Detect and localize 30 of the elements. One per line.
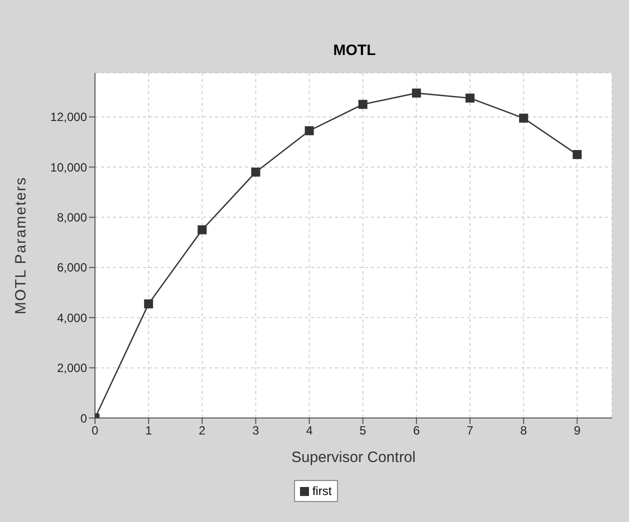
- point: [466, 94, 475, 103]
- x-tick-label: 9: [574, 424, 581, 438]
- point: [251, 168, 260, 177]
- point: [358, 100, 368, 109]
- y-tick-label: 0: [80, 411, 88, 426]
- point: [304, 126, 314, 136]
- y-tick-label: 4,000: [56, 310, 88, 325]
- point: [412, 88, 421, 98]
- x-tick-label: 3: [252, 424, 260, 438]
- x-axis-title: Supervisor Control: [291, 449, 416, 466]
- y-tick-label: 10,000: [50, 160, 88, 174]
- chart-title: MOTL: [332, 42, 377, 59]
- legend-label: first: [312, 484, 332, 498]
- x-tick-label: 4: [306, 424, 313, 438]
- x-tick-label: 8: [520, 424, 528, 438]
- x-tick-label: 0: [92, 424, 99, 438]
- x-tick-label: 6: [413, 424, 420, 438]
- point: [198, 225, 207, 234]
- x-tick-label: 7: [466, 424, 474, 438]
- point: [572, 150, 582, 160]
- x-tick-label: 2: [198, 424, 206, 438]
- y-tick-label: 2,000: [56, 361, 88, 376]
- y-tick-label: 12,000: [50, 110, 88, 124]
- x-tick-label: 1: [145, 424, 152, 438]
- point: [144, 299, 154, 308]
- y-tick-label: 8,000: [56, 210, 88, 225]
- y-axis-title: MOTL Parameters: [12, 176, 30, 314]
- point: [519, 114, 528, 123]
- y-tick-label: 6,000: [56, 260, 88, 275]
- x-tick-label: 5: [360, 424, 367, 438]
